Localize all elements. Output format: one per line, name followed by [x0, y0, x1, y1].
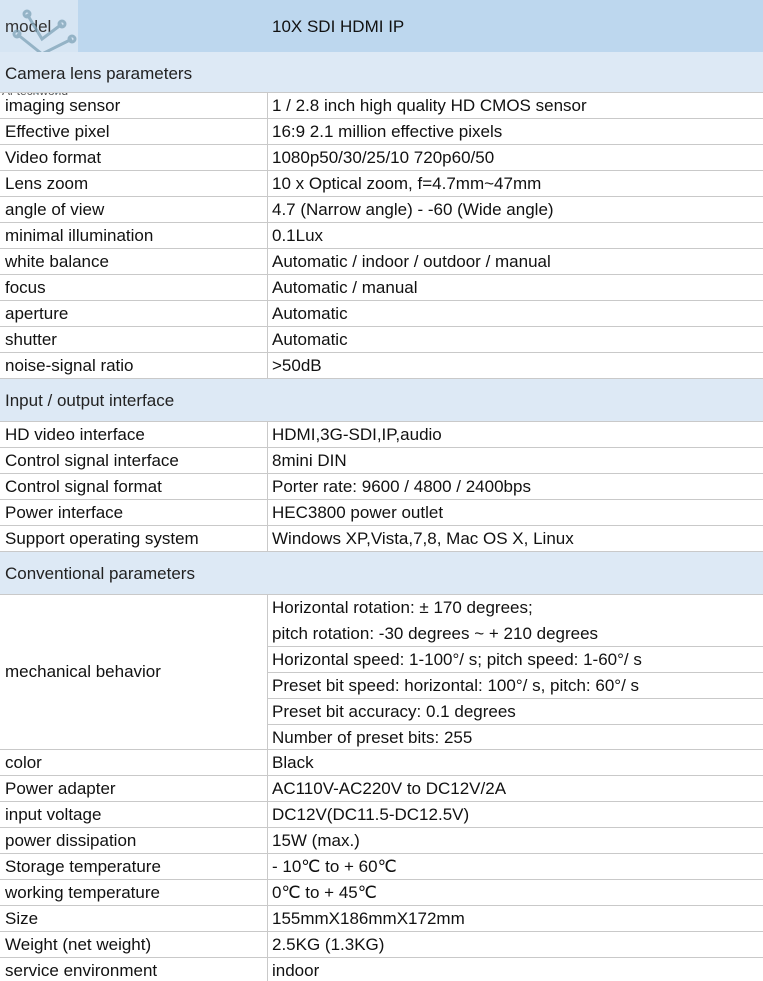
spec-value-cell: Horizontal speed: 1-100°/ s; pitch speed… — [268, 647, 763, 673]
spec-row: focus Automatic / manual — [0, 275, 763, 301]
spec-row: HD video interface HDMI,3G-SDI,IP,audio — [0, 422, 763, 448]
spec-label: Size — [0, 906, 268, 931]
spec-value: 4.7 (Narrow angle) - -60 (Wide angle) — [272, 200, 554, 219]
spec-label: Control signal interface — [0, 448, 268, 473]
spec-row: mechanical behavior Horizontal rotation: … — [0, 595, 763, 750]
spec-label: service environment — [0, 958, 268, 981]
section-header: Input / output interface — [0, 379, 763, 422]
spec-value: Windows XP,Vista,7,8, Mac OS X, Linux — [272, 529, 574, 548]
spec-value: DC12V(DC11.5-DC12.5V) — [272, 805, 470, 824]
spec-row: Weight (net weight) 2.5KG (1.3KG) — [0, 932, 763, 958]
spec-value-line: Preset bit accuracy: 0.1 degrees — [272, 702, 516, 721]
spec-label: working temperature — [0, 880, 268, 905]
spec-label: Lens zoom — [0, 171, 268, 196]
spec-value: 155mmX186mmX172mm — [272, 909, 465, 928]
spec-value: Automatic / manual — [272, 278, 418, 297]
spec-value: Porter rate: 9600 / 4800 / 2400bps — [272, 477, 531, 496]
spec-value: 0.1Lux — [272, 226, 324, 245]
spec-label: power dissipation — [0, 828, 268, 853]
spec-value-cell: Number of preset bits: 255 — [268, 725, 763, 750]
spec-value: 10 x Optical zoom, f=4.7mm~47mm — [272, 174, 542, 193]
spec-row: Lens zoom 10 x Optical zoom, f=4.7mm~47mm — [0, 171, 763, 197]
spec-value: indoor — [272, 961, 320, 980]
spec-value-line: Horizontal speed: 1-100°/ s; pitch speed… — [272, 650, 642, 669]
spec-value: 2.5KG (1.3KG) — [272, 935, 385, 954]
spec-row: Power adapter AC110V-AC220V to DC12V/2A — [0, 776, 763, 802]
spec-value-cell: Preset bit speed: horizontal: 100°/ s, p… — [268, 673, 763, 699]
spec-label: angle of view — [0, 197, 268, 222]
spec-row: minimal illumination 0.1Lux — [0, 223, 763, 249]
spec-row: angle of view 4.7 (Narrow angle) - -60 (W… — [0, 197, 763, 223]
spec-label: focus — [0, 275, 268, 300]
spec-value: 1 / 2.8 inch high quality HD CMOS sensor — [272, 96, 587, 115]
spec-label: HD video interface — [0, 422, 268, 447]
spec-label: input voltage — [0, 802, 268, 827]
spec-row: Control signal interface 8mini DIN — [0, 448, 763, 474]
spec-value: 15W (max.) — [272, 831, 360, 850]
spec-value-cell: Preset bit accuracy: 0.1 degrees — [268, 699, 763, 725]
spec-value: Black — [272, 753, 314, 772]
spec-row: input voltage DC12V(DC11.5-DC12.5V) — [0, 802, 763, 828]
spec-label: imaging sensor — [0, 93, 268, 118]
spec-row: Storage temperature - 10℃ to + 60℃ — [0, 854, 763, 880]
section-header: Camera lens parameters — [0, 52, 763, 93]
spec-label: color — [0, 750, 268, 775]
spec-row: shutter Automatic — [0, 327, 763, 353]
spec-label: Video format — [0, 145, 268, 170]
spec-label: Storage temperature — [0, 854, 268, 879]
spec-value: HEC3800 power outlet — [272, 503, 444, 522]
spec-row: noise-signal ratio >50dB — [0, 353, 763, 379]
spec-row: Control signal format Porter rate: 9600 /… — [0, 474, 763, 500]
spec-row: aperture Automatic — [0, 301, 763, 327]
model-row: model 10X SDI HDMI IP — [0, 0, 763, 52]
spec-label: shutter — [0, 327, 268, 352]
spec-value: 1080p50/30/25/10 720p60/50 — [272, 148, 495, 167]
spec-label: noise-signal ratio — [0, 353, 268, 378]
section-header: Conventional parameters — [0, 552, 763, 595]
spec-value-cell: Horizontal rotation: ± 170 degrees; pitch… — [268, 595, 763, 647]
spec-value: 16:9 2.1 million effective pixels — [272, 122, 503, 141]
spec-value-line: Horizontal rotation: ± 170 degrees; — [272, 598, 533, 617]
spec-value: 0℃ to + 45℃ — [272, 883, 377, 902]
spec-row: Size 155mmX186mmX172mm — [0, 906, 763, 932]
spec-value: AC110V-AC220V to DC12V/2A — [272, 779, 507, 798]
spec-value: Automatic / indoor / outdoor / manual — [272, 252, 551, 271]
spec-label: Effective pixel — [0, 119, 268, 144]
spec-label: white balance — [0, 249, 268, 274]
spec-label: aperture — [0, 301, 268, 326]
spec-value-line: Preset bit speed: horizontal: 100°/ s, p… — [272, 676, 640, 695]
spec-value: Automatic — [272, 304, 348, 323]
spec-value-line: pitch rotation: -30 degrees ~ + 210 degr… — [272, 624, 599, 643]
spec-row: working temperature 0℃ to + 45℃ — [0, 880, 763, 906]
spec-row: Power interface HEC3800 power outlet — [0, 500, 763, 526]
spec-label: minimal illumination — [0, 223, 268, 248]
spec-row: Video format 1080p50/30/25/10 720p60/50 — [0, 145, 763, 171]
spec-value: >50dB — [272, 356, 322, 375]
model-value: 10X SDI HDMI IP — [272, 17, 405, 36]
spec-row: white balance Automatic / indoor / outdoo… — [0, 249, 763, 275]
spec-value-line: Number of preset bits: 255 — [272, 728, 473, 747]
spec-label: Power interface — [0, 500, 268, 525]
spec-label: Control signal format — [0, 474, 268, 499]
spec-label: mechanical behavior — [0, 595, 268, 749]
spec-row: Support operating system Windows XP,Vista… — [0, 526, 763, 552]
spec-row: service environment indoor — [0, 958, 763, 981]
spec-row: color Black — [0, 750, 763, 776]
spec-row: power dissipation 15W (max.) — [0, 828, 763, 854]
spec-value: HDMI,3G-SDI,IP,audio — [272, 425, 442, 444]
spec-label: Support operating system — [0, 526, 268, 551]
spec-value: - 10℃ to + 60℃ — [272, 857, 397, 876]
spec-value: 8mini DIN — [272, 451, 347, 470]
spec-row: imaging sensor 1 / 2.8 inch high quality … — [0, 93, 763, 119]
spec-row: Effective pixel 16:9 2.1 million effectiv… — [0, 119, 763, 145]
spec-label: Power adapter — [0, 776, 268, 801]
spec-value: Automatic — [272, 330, 348, 349]
spec-label: Weight (net weight) — [0, 932, 268, 957]
